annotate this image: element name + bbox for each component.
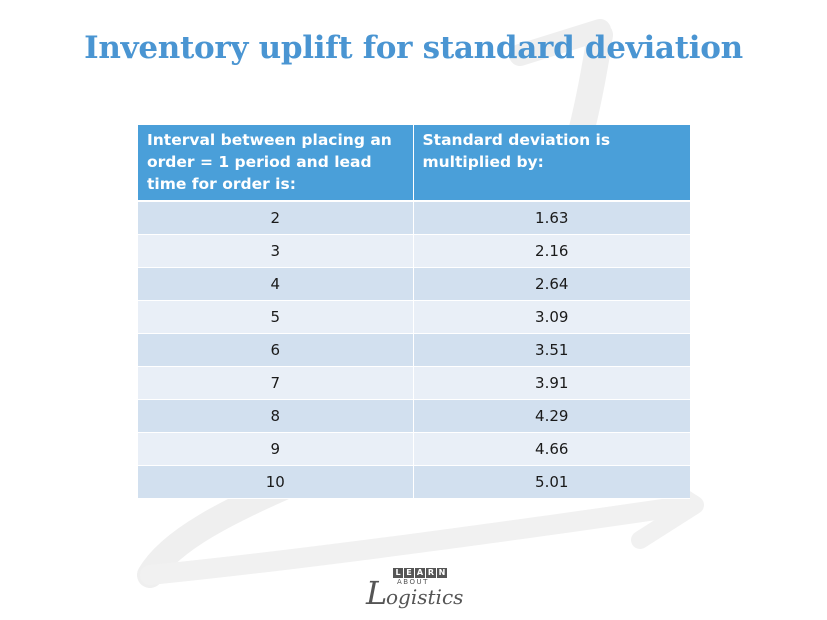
multiplier-cell: 4.29 (413, 399, 690, 433)
table-row: 4 2.64 (138, 267, 690, 301)
table-row: 8 4.29 (138, 399, 690, 433)
multiplier-cell: 3.51 (413, 333, 690, 367)
lead-time-cell: 10 (138, 465, 414, 499)
multiplier-cell: 2.64 (413, 267, 690, 301)
table-row: 7 3.91 (138, 366, 690, 400)
lead-time-cell: 5 (138, 300, 414, 334)
table-row: 2 1.63 (138, 201, 690, 235)
logo-letter: A (415, 568, 425, 578)
table-row: 5 3.09 (138, 300, 690, 334)
logo-letter: R (426, 568, 436, 578)
logo-logistics: ogistics (386, 585, 464, 609)
logo-initial: L (366, 574, 388, 612)
logo-letter: N (437, 568, 447, 578)
lead-time-cell: 8 (138, 399, 414, 433)
table-row: 10 5.01 (138, 465, 690, 499)
table-row: 6 3.51 (138, 333, 690, 367)
page-title: Inventory uplift for standard deviation (84, 30, 743, 66)
multiplier-cell: 4.66 (413, 432, 690, 466)
lead-time-cell: 6 (138, 333, 414, 367)
table-header-row: Interval between placing an order = 1 pe… (138, 125, 690, 202)
table-row: 3 2.16 (138, 234, 690, 268)
multiplier-cell: 5.01 (413, 465, 690, 499)
lead-time-cell: 2 (138, 201, 414, 235)
multiplier-cell: 2.16 (413, 234, 690, 268)
header-interval: Interval between placing an order = 1 pe… (138, 125, 414, 202)
multiplier-cell: 3.91 (413, 366, 690, 400)
uplift-table: Interval between placing an order = 1 pe… (138, 125, 690, 499)
learn-about-logistics-logo: L E A R N ABOUT L ogistics (360, 566, 470, 614)
multiplier-cell: 1.63 (413, 201, 690, 235)
logo-letter: L (393, 568, 403, 578)
logo-letter: E (404, 568, 414, 578)
logo-about: ABOUT (397, 578, 429, 586)
multiplier-cell: 3.09 (413, 300, 690, 334)
lead-time-cell: 4 (138, 267, 414, 301)
lead-time-cell: 3 (138, 234, 414, 268)
lead-time-cell: 9 (138, 432, 414, 466)
table-row: 9 4.66 (138, 432, 690, 466)
logo-learn-boxes: L E A R N (393, 568, 447, 578)
lead-time-cell: 7 (138, 366, 414, 400)
header-multiplier: Standard deviation is multiplied by: (413, 125, 690, 202)
